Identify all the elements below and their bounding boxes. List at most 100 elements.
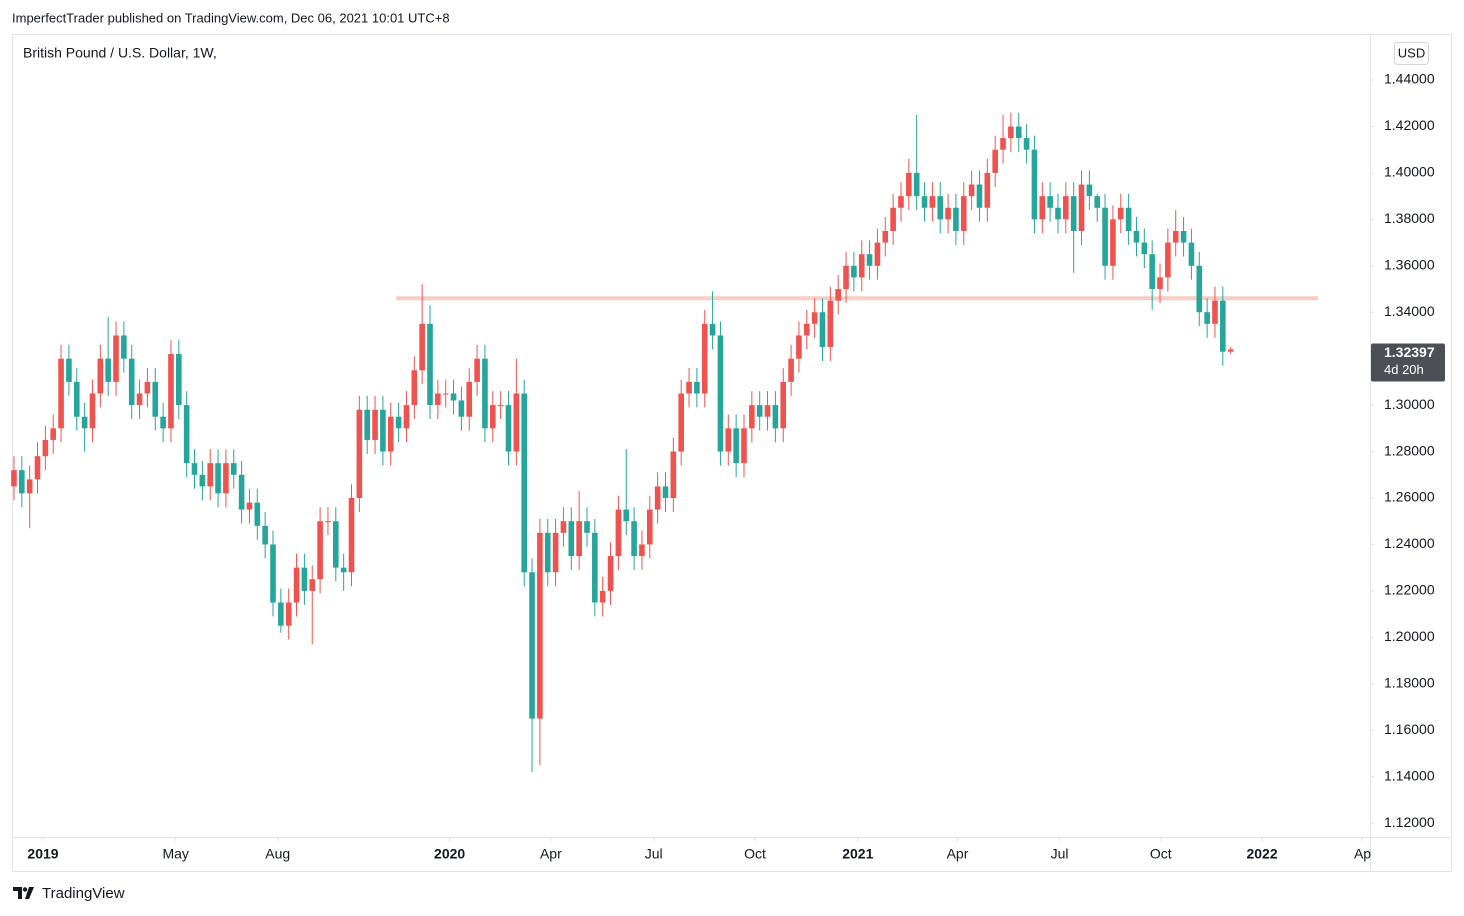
candle-body [945, 207, 951, 220]
candle-body [89, 393, 96, 429]
candle-body [866, 254, 873, 266]
candle-body [1031, 149, 1038, 220]
candle-body [513, 393, 520, 452]
candle-body [152, 381, 159, 417]
candle-body [42, 439, 49, 457]
chart-frame [12, 34, 1452, 872]
candle-body [764, 405, 771, 417]
candle-body [733, 428, 739, 464]
candle-body [66, 358, 72, 382]
candle-body [780, 381, 787, 429]
candle-body [803, 323, 810, 336]
candle-body [772, 405, 779, 429]
x-tick-label: Ap [1354, 846, 1371, 862]
candle-body [827, 300, 834, 348]
candle-body [340, 567, 347, 573]
candle-body [662, 486, 669, 498]
candle-body [230, 463, 237, 475]
candle-body [992, 149, 998, 173]
candle-body [1023, 138, 1030, 150]
x-tick-label: Apr [947, 846, 969, 862]
candle-body [144, 381, 151, 394]
candle-body [97, 358, 104, 394]
candle-body [403, 405, 410, 429]
candle-body [576, 521, 582, 557]
candle-body [639, 544, 645, 557]
candle-body [1039, 196, 1046, 220]
candle-body [199, 474, 206, 487]
y-tick-label: 1.18000 [1384, 674, 1435, 690]
candle-body [1172, 230, 1179, 243]
candle-body [325, 521, 331, 523]
candle-body [309, 579, 316, 591]
candle-body [81, 416, 88, 429]
x-tick-label: May [162, 846, 188, 862]
candle-body [1000, 138, 1006, 150]
candle-body [968, 184, 975, 197]
candle-body [1008, 126, 1014, 139]
candle-body [128, 358, 135, 406]
x-tick-label: Oct [1150, 846, 1172, 862]
candle-body [929, 196, 936, 208]
candle-body [882, 230, 889, 243]
candle-body [631, 521, 637, 557]
candle-body [1063, 196, 1069, 220]
candle-body [238, 474, 245, 510]
candle-body [348, 497, 355, 573]
candle-body [215, 463, 221, 494]
y-tick-label: 1.14000 [1384, 767, 1435, 783]
y-tick-label: 1.20000 [1384, 628, 1435, 644]
candle-body [395, 416, 402, 429]
candle-body [254, 502, 261, 526]
candle-body [105, 358, 111, 382]
candle-body [364, 409, 370, 440]
candle-body [223, 463, 229, 494]
x-tick-label: 2022 [1246, 846, 1277, 862]
x-tick-label: Oct [744, 846, 766, 862]
candle-body [301, 567, 308, 591]
candle-body [262, 525, 268, 545]
candle-body [584, 521, 590, 533]
candle-body [1070, 196, 1077, 231]
candle-body [474, 358, 480, 382]
candle-body [615, 509, 622, 557]
candle-body [670, 451, 677, 498]
price-tag-value: 1.32397 [1384, 344, 1435, 360]
candle-body [788, 358, 794, 382]
candle-body [270, 544, 276, 603]
candle-body [1165, 242, 1171, 278]
candle-body [741, 428, 747, 464]
candle-body [113, 335, 119, 382]
x-tick-label: 2020 [434, 846, 465, 862]
candle-body [168, 354, 174, 429]
candle-body [121, 335, 127, 359]
candle-body [874, 242, 881, 266]
y-tick-label: 1.44000 [1384, 71, 1435, 87]
candle-body [1188, 242, 1195, 266]
plot [11, 112, 1318, 772]
candle-body [482, 358, 488, 429]
currency[interactable]: USD [1398, 45, 1425, 60]
candle-body [717, 335, 724, 452]
y-tick-label: 1.42000 [1384, 117, 1435, 133]
candle-body [207, 463, 214, 487]
candle-body [497, 405, 504, 407]
candle-body [278, 602, 284, 626]
candle-body [568, 521, 575, 557]
symbol-title: British Pound / U.S. Dollar, 1W, [23, 45, 217, 61]
candle-body [387, 416, 394, 452]
candle-body [183, 405, 190, 464]
candle-body [811, 312, 818, 324]
candle-body [317, 521, 323, 580]
x-tick-label: Aug [265, 846, 290, 862]
candle-body [58, 358, 64, 429]
candle-body [701, 323, 708, 394]
candle-body [1117, 207, 1124, 220]
currency-box[interactable] [1394, 42, 1429, 65]
candle-body [544, 532, 551, 573]
candle-body [898, 196, 904, 208]
price-tag [1371, 343, 1445, 382]
x-tick-label: Apr [540, 846, 562, 862]
y-tick-label: 1.24000 [1384, 535, 1435, 551]
y-tick-label: 1.34000 [1384, 303, 1435, 319]
